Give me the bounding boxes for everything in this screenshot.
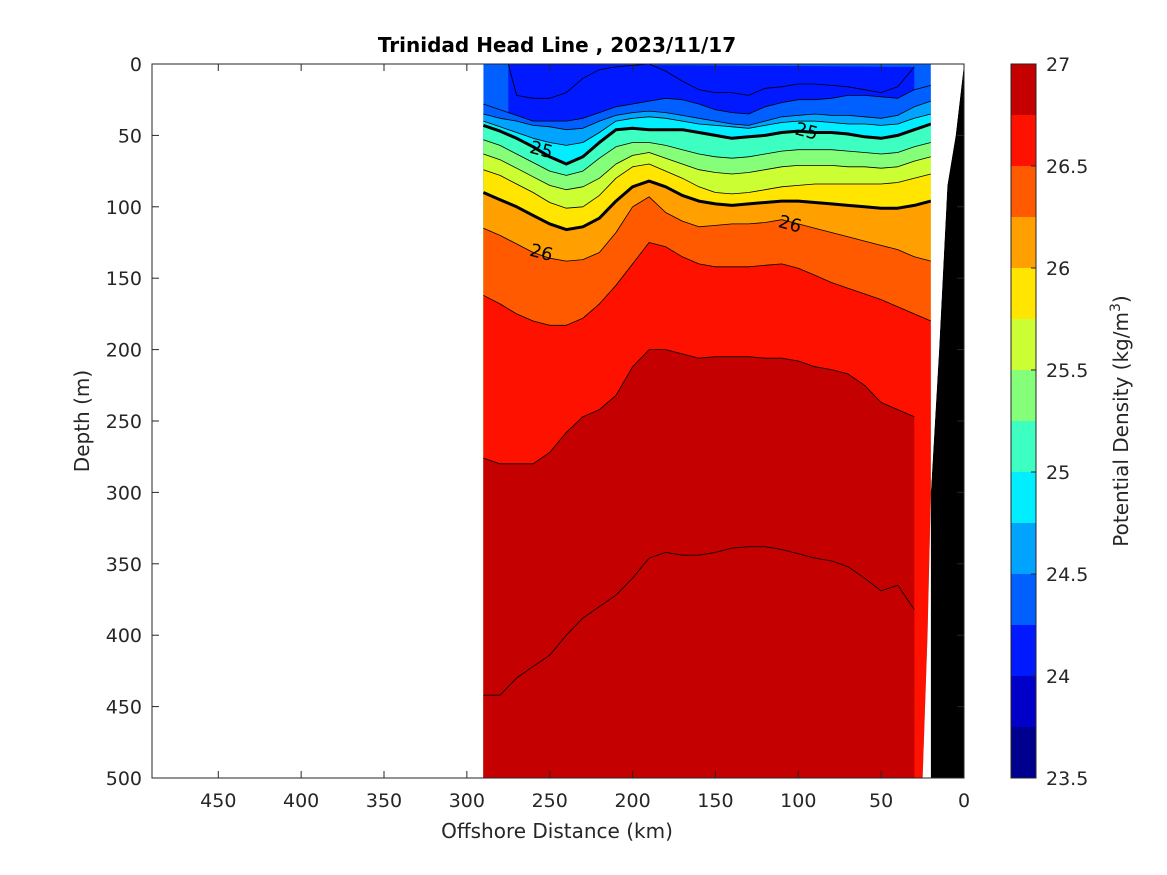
contour-line-26 <box>482 179 932 232</box>
contour-line-26.75 <box>483 349 915 465</box>
contour-line-25.5 <box>483 152 932 191</box>
y-tick-label: 300 <box>106 482 142 504</box>
colorbar-tick-label: 24 <box>1046 666 1070 688</box>
y-tick-label: 500 <box>106 768 142 790</box>
colorbar-label-main: Potential Density (kg/m <box>1109 312 1133 547</box>
colorbar-tick-label: 23.5 <box>1046 768 1088 790</box>
contour-line-25.75 <box>483 163 931 209</box>
contour-line-25.25 <box>483 139 932 176</box>
density-contour-lines <box>482 64 932 696</box>
colorbar-tick-label: 25.5 <box>1046 360 1088 382</box>
y-tick-label: 50 <box>118 125 142 147</box>
contour-labels: 25 25 26 26 <box>528 118 821 266</box>
chart-title: Trinidad Head Line , 2023/11/17 <box>378 33 736 57</box>
colorbar-tick-label: 25 <box>1046 462 1070 484</box>
x-axis-label: Offshore Distance (km) <box>441 819 673 843</box>
x-tick-label: 350 <box>366 790 402 812</box>
colorbar-label-suffix: ) <box>1109 295 1133 303</box>
colorbar-segment <box>1011 625 1036 676</box>
density-band-27 <box>483 546 915 778</box>
x-tick-label: 400 <box>283 790 319 812</box>
contour-label-1: 25 <box>793 118 821 144</box>
y-tick-label: 200 <box>106 340 142 362</box>
contour-line-24 <box>507 64 915 99</box>
colorbar-segment <box>1011 217 1036 268</box>
colorbar-segment <box>1011 268 1036 319</box>
contour-label-0: 25 <box>528 137 556 163</box>
colorbar-label-superscript: 3 <box>1108 303 1124 312</box>
y-tick-label: 350 <box>106 554 142 576</box>
x-tick-label: 450 <box>200 790 236 812</box>
x-tick-label: 300 <box>449 790 485 812</box>
colorbar-tick-label: 26 <box>1046 258 1070 280</box>
x-tick-label: 150 <box>697 790 733 812</box>
contour-label-3: 26 <box>776 211 804 237</box>
x-tick-label: 0 <box>958 790 970 812</box>
colorbar-tick-label: 26.5 <box>1046 156 1088 178</box>
density-fill-bands <box>483 64 931 778</box>
contour-line-26.5 <box>483 242 932 326</box>
colorbar-segment <box>1011 421 1036 472</box>
x-tick-label: 200 <box>614 790 650 812</box>
colorbar-segment <box>1011 166 1036 217</box>
y-tick-label: 450 <box>106 697 142 719</box>
x-tick-label: 250 <box>532 790 568 812</box>
contour-line-24.25 <box>483 85 932 122</box>
colorbar-segment <box>1011 115 1036 166</box>
colorbar: 23.5 24 24.5 25 25.5 26 26.5 27 <box>1010 54 1088 790</box>
x-axis: 450 400 350 300 250 200 150 100 50 0 <box>200 64 970 812</box>
colorbar-segment <box>1011 574 1036 625</box>
y-axis: 0 50 100 150 200 250 300 350 400 450 500 <box>106 54 964 790</box>
colorbar-segment <box>1011 319 1036 370</box>
contour-label-2: 26 <box>528 240 556 266</box>
plot-area: 25 25 26 26 <box>152 64 964 778</box>
colorbar-segment <box>1011 64 1036 115</box>
colorbar-segment <box>1011 370 1036 421</box>
contour-line-26.25 <box>483 196 932 262</box>
colorbar-frame <box>1010 63 1037 779</box>
x-tick-label: 100 <box>780 790 816 812</box>
y-tick-label: 400 <box>106 625 142 647</box>
colorbar-tick-label: 27 <box>1046 54 1070 76</box>
y-tick-label: 100 <box>106 197 142 219</box>
y-tick-label: 250 <box>106 411 142 433</box>
contour-line-24.75 <box>483 113 932 146</box>
colorbar-segment <box>1011 676 1036 727</box>
colorbar-segment <box>1011 727 1036 778</box>
bathymetry-seafloor <box>922 64 964 778</box>
no-data-gap <box>922 64 964 778</box>
colorbar-segment <box>1011 472 1036 523</box>
colorbar-label: Potential Density (kg/m3) <box>1108 295 1133 546</box>
x-tick-label: 50 <box>869 790 893 812</box>
contour-line-24.5 <box>483 100 932 131</box>
colorbar-segment <box>1011 523 1036 574</box>
bathymetry-layer <box>922 64 964 778</box>
density-band-surface-pocket <box>508 64 915 99</box>
contour-line-25 <box>482 122 932 166</box>
y-tick-label: 0 <box>130 54 142 76</box>
y-tick-label: 150 <box>106 268 142 290</box>
contour-line-27 <box>483 546 915 696</box>
colorbar-tick-label: 24.5 <box>1046 564 1088 586</box>
y-axis-label: Depth (m) <box>70 370 94 472</box>
